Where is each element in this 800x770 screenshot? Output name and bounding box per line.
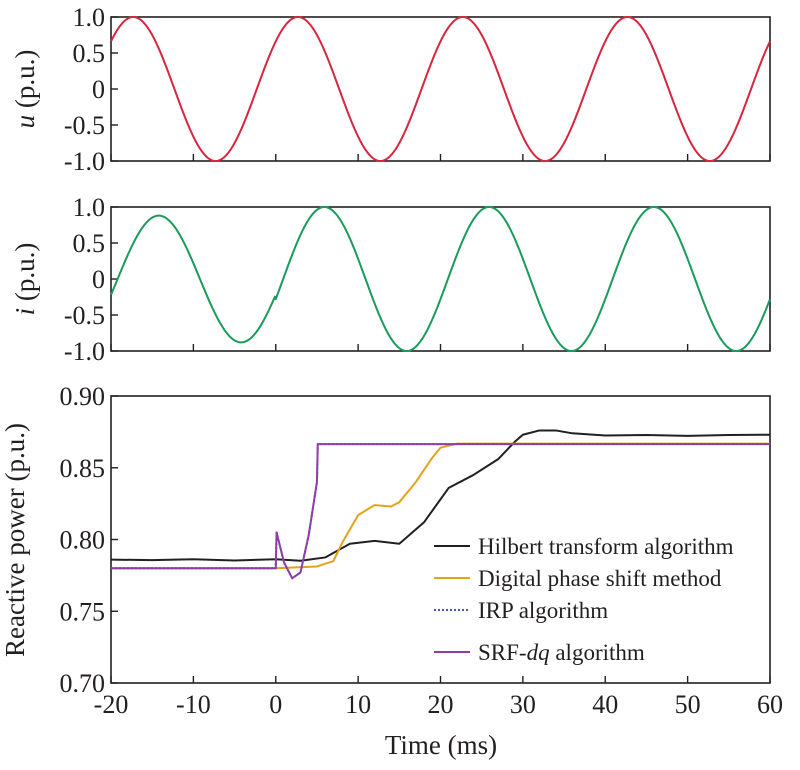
- x-tick-label: 20: [428, 690, 454, 719]
- x-tick-label: 10: [345, 690, 371, 719]
- panel-current: 1.0 0.5 0 -0.5 -1.0 i (p.u.): [10, 193, 771, 366]
- y-axis-title-reactive-power: Reactive power (p.u.): [0, 423, 30, 657]
- y-tick-label: -1.0: [64, 147, 105, 176]
- series-group-current: [110, 206, 771, 352]
- y-tick-label: 0.85: [60, 454, 106, 483]
- x-tick-label: 0: [269, 690, 282, 719]
- legend-label-digital-phase-shift: Digital phase shift method: [478, 566, 722, 591]
- series-group-reactive-power: [110, 429, 771, 580]
- y-tick-label: 1.0: [73, 3, 106, 32]
- y-tick-label: -1.0: [64, 337, 105, 366]
- y-tick-label: -0.5: [64, 111, 105, 140]
- y-tick-label: 0.5: [73, 39, 106, 68]
- legend: Hilbert transform algorithm Digital phas…: [434, 534, 734, 665]
- y-tick-label: -0.5: [64, 301, 105, 330]
- legend-entry-irp: IRP algorithm: [434, 598, 608, 623]
- series-line-0-0: [110, 16, 771, 162]
- y-ticks-voltage: 1.0 0.5 0 -0.5 -1.0: [64, 3, 771, 176]
- legend-label-irp: IRP algorithm: [478, 598, 608, 623]
- y-axis-title-current: i (p.u.): [10, 243, 40, 316]
- series-line-1-0: [110, 206, 771, 352]
- x-tick-label: 40: [592, 690, 618, 719]
- series-line-2-0: [110, 429, 771, 562]
- y-tick-label: 0: [92, 265, 105, 294]
- x-tick-label: 50: [675, 690, 701, 719]
- plot-frame-current: [110, 206, 771, 352]
- x-tick-label: -20: [94, 690, 129, 719]
- y-tick-label: 0.70: [60, 669, 106, 698]
- y-ticks-current: 1.0 0.5 0 -0.5 -1.0: [64, 193, 771, 366]
- x-tick-label: -10: [176, 690, 211, 719]
- y-tick-label: 0.90: [60, 382, 106, 411]
- y-tick-label: 1.0: [73, 193, 106, 222]
- y-tick-label: 0.80: [60, 526, 106, 555]
- y-tick-label: 0.75: [60, 597, 106, 626]
- y-axis-title-voltage: u (p.u.): [10, 50, 40, 129]
- legend-label-srf-dq: SRF-dq algorithm: [478, 640, 645, 665]
- y-tick-label: 0.5: [73, 229, 106, 258]
- series-line-2-3: [111, 443, 770, 580]
- legend-entry-digital-phase-shift: Digital phase shift method: [434, 566, 722, 591]
- x-tick-label: 60: [757, 690, 783, 719]
- axis-ticks-reactive-power: 0.90 0.85 0.80 0.75 0.70-20 -10 0 10 20 30 40 50 60: [60, 382, 784, 719]
- plot-frame-voltage: [110, 16, 771, 162]
- series-group-voltage: [110, 16, 771, 162]
- x-tick-label: 30: [510, 690, 536, 719]
- x-axis-title: Time (ms): [385, 730, 497, 760]
- panel-voltage: 1.0 0.5 0 -0.5 -1.0 u (p.u.): [10, 3, 771, 176]
- legend-label-hilbert: Hilbert transform algorithm: [478, 534, 734, 559]
- legend-entry-hilbert: Hilbert transform algorithm: [434, 534, 734, 559]
- legend-entry-srf-dq: SRF-dq algorithm: [434, 640, 645, 665]
- y-tick-label: 0: [92, 75, 105, 104]
- panel-reactive-power: 0.900.850.800.750.70-20 -10 0 10 20 30 40 50 60 …: [0, 382, 783, 760]
